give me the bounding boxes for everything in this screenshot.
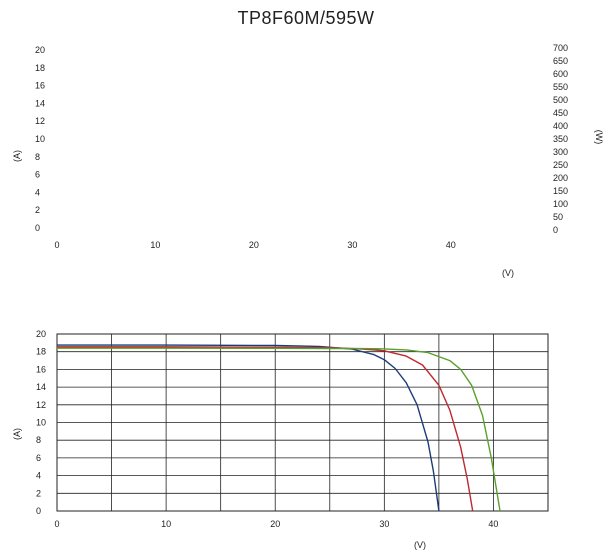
bottom-y-tick-label: 16	[36, 364, 46, 374]
bottom-x-tick-label: 40	[488, 519, 498, 529]
top-y2-tick-label: 600	[553, 69, 568, 79]
top-y-tick-label: 4	[35, 187, 40, 197]
top-y-tick-label: 14	[35, 98, 45, 108]
top-y2-tick-label: 550	[553, 82, 568, 92]
chart-title: TP8F60M/595W	[237, 8, 375, 28]
top-y2-tick-label: 400	[553, 121, 568, 131]
bottom-y-tick-label: 14	[36, 382, 46, 392]
bottom-x-tick-label: 0	[54, 519, 59, 529]
top-y2-tick-label: 300	[553, 147, 568, 157]
top-y2-tick-label: 200	[553, 173, 568, 183]
bottom-y-axis-label: (A)	[12, 428, 22, 440]
bottom-x-tick-label: 30	[379, 519, 389, 529]
bottom-y-tick-label: 2	[36, 488, 41, 498]
bottom-y-tick-label: 4	[36, 471, 41, 481]
top-y2-axis-label: (W)	[594, 130, 604, 145]
top-y2-tick-label: 250	[553, 160, 568, 170]
bottom-x-axis-label: (V)	[414, 540, 426, 550]
top-y2-tick-label: 350	[553, 134, 568, 144]
bottom-y-tick-label: 18	[36, 347, 46, 357]
bottom-x-tick-label: 20	[270, 519, 280, 529]
top-x-tick-label: 10	[150, 240, 160, 250]
top-y2-tick-label: 150	[553, 186, 568, 196]
plot-frame	[56, 333, 549, 512]
top-y2-tick-label: 650	[553, 56, 568, 66]
top-y-tick-label: 0	[35, 223, 40, 233]
top-y2-tick-label: 0	[553, 225, 558, 235]
top-x-tick-label: 30	[347, 240, 357, 250]
top-y2-tick-label: 50	[553, 212, 563, 222]
top-x-tick-label: 40	[446, 240, 456, 250]
top-y-tick-label: 8	[35, 152, 40, 162]
bottom-y-tick-label: 6	[36, 453, 41, 463]
bottom-y-tick-label: 20	[36, 329, 46, 339]
top-y-tick-label: 2	[35, 205, 40, 215]
top-y-axis-label: (A)	[12, 150, 22, 162]
top-x-tick-label: 20	[249, 240, 259, 250]
bottom-y-tick-label: 8	[36, 435, 41, 445]
top-x-tick-label: 0	[54, 240, 59, 250]
bottom-y-tick-label: 10	[36, 418, 46, 428]
top-x-axis-label: (V)	[502, 268, 514, 278]
bottom-y-tick-label: 12	[36, 400, 46, 410]
top-y-tick-label: 6	[35, 170, 40, 180]
bottom-x-tick-label: 10	[161, 519, 171, 529]
bottom-y-tick-label: 0	[36, 506, 41, 516]
top-y2-tick-label: 100	[553, 199, 568, 209]
iv-curve-series-1	[57, 344, 440, 512]
top-y2-tick-label: 450	[553, 108, 568, 118]
top-y2-tick-label: 700	[553, 43, 568, 53]
top-y-tick-label: 16	[35, 81, 45, 91]
top-y-tick-label: 20	[35, 45, 45, 55]
top-y-tick-label: 12	[35, 116, 45, 126]
top-y2-tick-label: 500	[553, 95, 568, 105]
top-y-tick-label: 10	[35, 134, 45, 144]
top-y-tick-label: 18	[35, 63, 45, 73]
iv-curve-series-2	[57, 346, 474, 512]
iv-curve-series-3	[57, 347, 501, 512]
